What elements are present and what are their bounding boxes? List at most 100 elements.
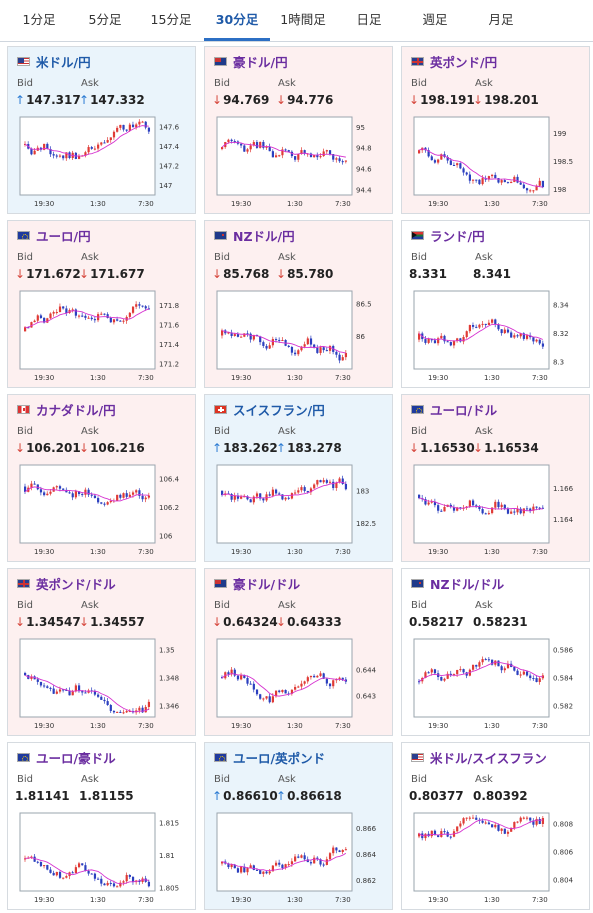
tab-timeframe[interactable]: 日足 — [356, 12, 382, 27]
candle-body — [100, 696, 103, 700]
pair-name[interactable]: スイスフラン/円 — [233, 402, 325, 418]
candle-body — [55, 155, 58, 157]
ask-value: ↓94.776 — [276, 93, 333, 107]
currency-card[interactable]: 英ポンド/ドル Bid Ask ↓1.34547 ↓1.34557 1.35 1.348 1.… — [7, 568, 196, 736]
candle-body — [39, 681, 43, 686]
currency-card[interactable]: ユーロ/豪ドル Bid Ask 1.81141 1.81155 1.815 1.81 1.80… — [7, 742, 196, 910]
ask-value-text: 198.201 — [484, 93, 539, 107]
candle-body — [128, 875, 131, 877]
candle-body — [424, 672, 427, 678]
candle-body — [109, 705, 112, 711]
card-title: 英ポンド/円 — [411, 54, 498, 70]
candle-body — [116, 127, 119, 132]
tab-timeframe[interactable]: 週足 — [422, 12, 448, 27]
candle-body — [287, 345, 290, 347]
candle-body — [487, 322, 491, 325]
pair-name[interactable]: NZドル/ドル — [430, 576, 505, 592]
candle-body — [141, 707, 144, 713]
moving-average-line — [221, 481, 346, 499]
candle-body — [249, 683, 252, 685]
candle-body — [227, 139, 230, 143]
currency-card[interactable]: NZドル/ドル Bid Ask 0.58217 0.58231 0.586 0.584 0.5… — [401, 568, 590, 736]
candle-body — [433, 340, 437, 344]
currency-card[interactable]: 豪ドル/円 Bid Ask ↓94.769 ↓94.776 95 94.8 94.6 94.4 1… — [204, 46, 393, 214]
x-tick-label: 7:30 — [532, 896, 548, 904]
candle-body — [319, 480, 322, 483]
pair-name[interactable]: 英ポンド/円 — [430, 54, 498, 70]
pair-name[interactable]: 豪ドル/ドル — [233, 576, 301, 592]
pair-name[interactable]: ユーロ/円 — [36, 228, 91, 244]
candle-body — [240, 675, 243, 680]
candle-body — [513, 666, 516, 671]
currency-card[interactable]: 米ドル/スイスフラン Bid Ask 0.80377 0.80392 0.808 0.806… — [401, 742, 590, 910]
tab-timeframe[interactable]: 15分足 — [150, 12, 192, 27]
candle-body — [443, 678, 446, 681]
bid-value-text: 198.191 — [420, 93, 475, 107]
candle-body — [516, 508, 519, 513]
candle-body — [500, 504, 503, 508]
tab-timeframe[interactable]: 1時間足 — [280, 12, 326, 27]
currency-card[interactable]: 豪ドル/ドル Bid Ask ↓0.64324 ↓0.64333 0.644 0.643 19… — [204, 568, 393, 736]
candle-body — [541, 675, 545, 679]
currency-card[interactable]: ユーロ/ドル Bid Ask ↓1.16530 ↓1.16534 1.166 1.164 19… — [401, 394, 590, 562]
bid-value: ↓94.769 — [212, 93, 269, 107]
candle-body — [462, 669, 465, 673]
pair-name[interactable]: ユーロ/ドル — [430, 402, 498, 418]
candle-body — [43, 492, 46, 496]
candle-body — [500, 828, 503, 831]
candle-body — [535, 818, 538, 825]
x-tick-label: 19:30 — [231, 548, 251, 556]
candle-body — [300, 150, 303, 155]
pair-name[interactable]: 米ドル/円 — [36, 54, 91, 70]
candle-body — [131, 876, 135, 883]
candle-body — [268, 146, 271, 152]
pair-name[interactable]: NZドル/円 — [233, 228, 295, 244]
currency-card[interactable]: 英ポンド/円 Bid Ask ↓198.191 ↓198.201 199 198.5 198 1… — [401, 46, 590, 214]
candle-body — [125, 129, 128, 131]
candle-body — [243, 333, 246, 337]
pair-name[interactable]: 英ポンド/ドル — [36, 576, 116, 592]
pair-name[interactable]: 豪ドル/円 — [233, 54, 288, 70]
tab-timeframe[interactable]: 5分足 — [88, 12, 122, 27]
candle-body — [535, 506, 538, 508]
candle-body — [33, 483, 36, 485]
pair-name[interactable]: 米ドル/スイスフラン — [430, 750, 547, 766]
candle-body — [532, 506, 535, 511]
candle-body — [332, 154, 335, 160]
currency-card[interactable]: ユーロ/英ポンド Bid Ask ↑0.86610 ↑0.86618 0.866 0.864… — [204, 742, 393, 910]
candle-body — [77, 315, 81, 317]
candle-body — [325, 350, 328, 352]
candle-body — [481, 323, 484, 325]
pair-name[interactable]: ユーロ/英ポンド — [233, 750, 326, 766]
candle-body — [538, 339, 541, 344]
candle-body — [55, 312, 58, 314]
tab-timeframe[interactable]: 1分足 — [22, 12, 56, 27]
currency-card[interactable]: ユーロ/円 Bid Ask ↓171.672 ↓171.677 171.8 171.6 171… — [7, 220, 196, 388]
pair-name[interactable]: ユーロ/豪ドル — [36, 750, 116, 766]
candle-body — [500, 180, 503, 183]
x-tick-label: 19:30 — [428, 200, 448, 208]
currency-card[interactable]: スイスフラン/円 Bid Ask ↑183.262 ↑183.278 183 182.5 19… — [204, 394, 393, 562]
currency-card[interactable]: ランド/円 Bid Ask 8.331 8.341 8.34 8.32 8.3 19:30 1:3… — [401, 220, 590, 388]
currency-card[interactable]: カナダドル/円 Bid Ask ↓106.201 ↓106.216 106.4 106.2 1… — [7, 394, 196, 562]
currency-card[interactable]: 米ドル/円 Bid Ask ↑147.317 ↑147.332 147.6 147.4 147… — [7, 46, 196, 214]
pair-name[interactable]: カナダドル/円 — [36, 402, 116, 418]
ask-label: Ask — [475, 252, 493, 263]
bid-value: ↓85.768 — [212, 267, 269, 281]
candle-body — [262, 498, 265, 501]
candle-body — [497, 178, 500, 183]
x-tick-label: 1:30 — [287, 722, 303, 730]
candle-body — [335, 158, 338, 160]
x-tick-label: 19:30 — [231, 200, 251, 208]
candle-body — [106, 882, 109, 886]
currency-card[interactable]: NZドル/円 Bid Ask ↓85.768 ↓85.780 86.5 86 19:30 1:3… — [204, 220, 393, 388]
tab-timeframe[interactable]: 30分足 — [204, 0, 270, 41]
x-tick-label: 1:30 — [484, 200, 500, 208]
candle-body — [125, 711, 128, 713]
moving-average-line — [418, 148, 543, 188]
pair-name[interactable]: ランド/円 — [430, 228, 485, 244]
tab-timeframe[interactable]: 月足 — [488, 12, 514, 27]
chart-plot-area — [216, 464, 353, 544]
x-tick-label: 7:30 — [532, 200, 548, 208]
candle-body — [90, 317, 93, 320]
